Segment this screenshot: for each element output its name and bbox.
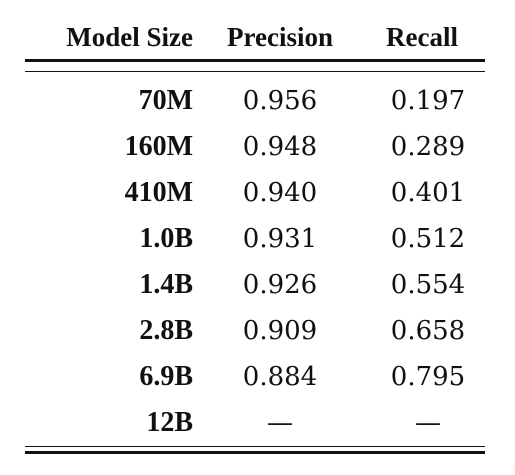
cell-precision: 0.931 bbox=[242, 224, 318, 254]
table-row: 2.8B 0.909 0.658 bbox=[25, 308, 485, 354]
cell-recall: 0.795 bbox=[390, 362, 466, 392]
cell-precision: 0.940 bbox=[242, 178, 318, 208]
cell-model-size: 160M bbox=[124, 131, 193, 162]
header-recall: Recall bbox=[386, 21, 458, 52]
cell-recall: 0.197 bbox=[390, 86, 466, 116]
results-table-container: Model Size Precision Recall 70M 0.956 0.… bbox=[25, 15, 485, 454]
table-row: 160M 0.948 0.289 bbox=[25, 124, 485, 170]
table-body: 70M 0.956 0.197 160M 0.948 0.289 410M 0.… bbox=[25, 78, 485, 447]
cell-precision: 0.926 bbox=[242, 270, 318, 300]
cell-model-size: 410M bbox=[124, 177, 193, 208]
header-rule bbox=[25, 59, 485, 79]
header-model-size: Model Size bbox=[66, 21, 193, 52]
table-row: 70M 0.956 0.197 bbox=[25, 78, 485, 124]
cell-recall: 0.658 bbox=[390, 316, 466, 346]
table-row: 12B — — bbox=[25, 400, 485, 447]
cell-recall: — bbox=[415, 408, 441, 438]
footer-rule bbox=[25, 446, 485, 454]
cell-precision: 0.956 bbox=[242, 86, 318, 116]
cell-model-size: 1.4B bbox=[139, 269, 193, 300]
top-double-rule bbox=[25, 59, 485, 72]
cell-model-size: 6.9B bbox=[139, 361, 193, 392]
cell-recall: 0.512 bbox=[390, 224, 466, 254]
cell-recall: 0.289 bbox=[390, 132, 466, 162]
table-row: 1.4B 0.926 0.554 bbox=[25, 262, 485, 308]
cell-model-size: 12B bbox=[146, 407, 193, 438]
cell-model-size: 2.8B bbox=[139, 315, 193, 346]
results-table: Model Size Precision Recall 70M 0.956 0.… bbox=[25, 15, 485, 454]
table-row: 1.0B 0.931 0.512 bbox=[25, 216, 485, 262]
cell-precision: 0.884 bbox=[242, 362, 318, 392]
cell-recall: 0.554 bbox=[390, 270, 466, 300]
cell-recall: 0.401 bbox=[390, 178, 466, 208]
cell-precision: — bbox=[267, 408, 293, 438]
header-precision: Precision bbox=[227, 21, 333, 52]
cell-precision: 0.948 bbox=[242, 132, 318, 162]
cell-model-size: 70M bbox=[138, 85, 193, 116]
table-header: Model Size Precision Recall bbox=[25, 15, 485, 61]
header-row: Model Size Precision Recall bbox=[25, 15, 485, 61]
bottom-double-rule bbox=[25, 446, 485, 454]
cell-model-size: 1.0B bbox=[139, 223, 193, 254]
table-row: 410M 0.940 0.401 bbox=[25, 170, 485, 216]
table-row: 6.9B 0.884 0.795 bbox=[25, 354, 485, 400]
cell-precision: 0.909 bbox=[242, 316, 318, 346]
